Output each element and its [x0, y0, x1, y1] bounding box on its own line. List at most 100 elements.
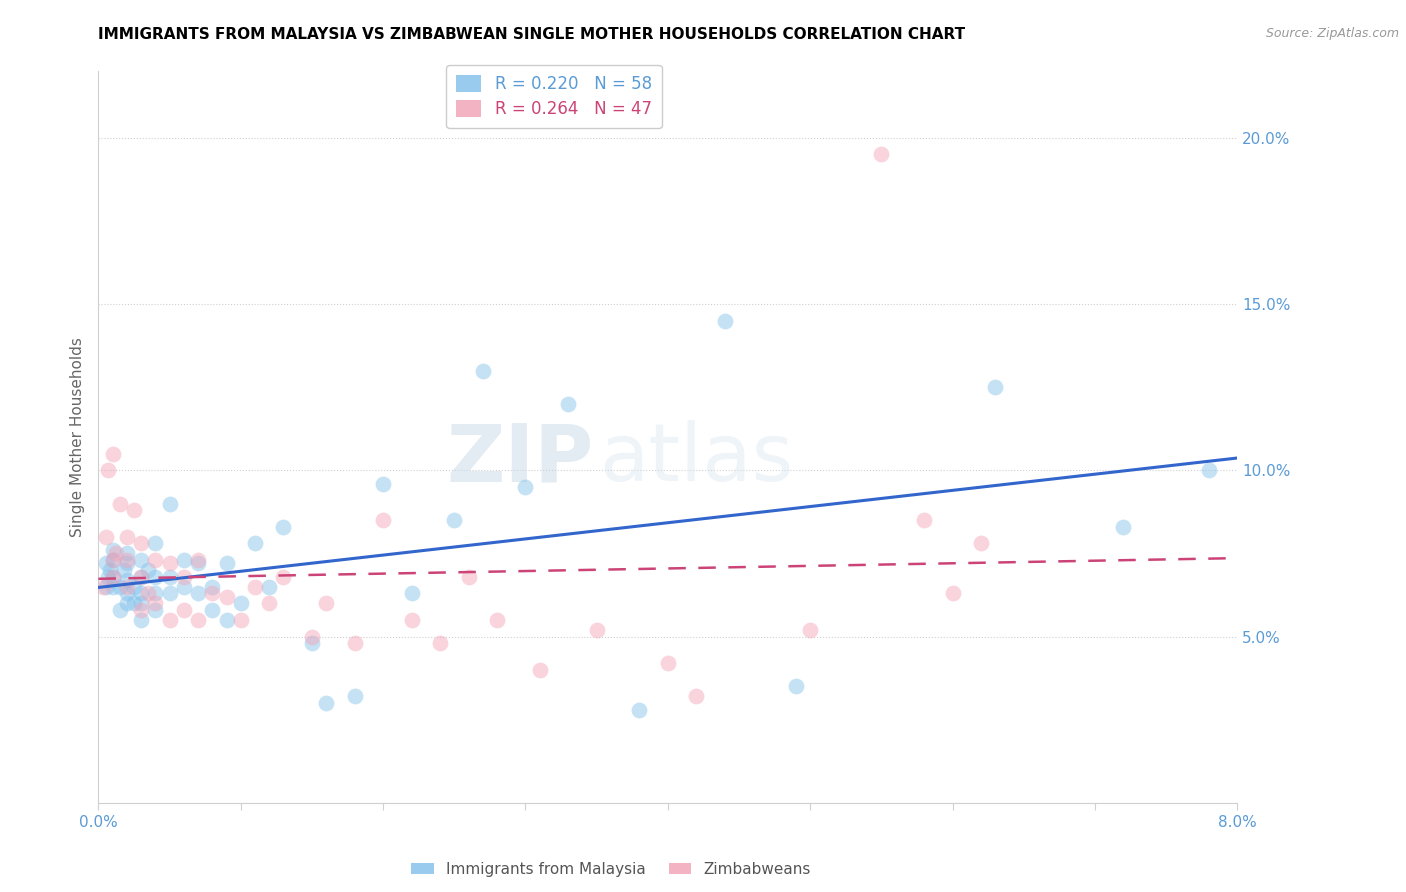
Point: [187, 586, 209, 600]
Point: [159, 570, 181, 584]
Point: [97, 463, 120, 477]
Point: [101, 447, 124, 461]
Point: [97, 570, 120, 584]
Point: [229, 613, 252, 627]
Point: [870, 147, 893, 161]
Point: [136, 563, 159, 577]
Point: [159, 557, 181, 571]
Point: [215, 590, 238, 604]
Point: [657, 656, 679, 670]
Point: [108, 603, 131, 617]
Point: [159, 586, 181, 600]
Point: [101, 580, 124, 594]
Point: [101, 543, 124, 558]
Point: [129, 570, 152, 584]
Point: [94, 580, 117, 594]
Point: [145, 570, 167, 584]
Point: [145, 553, 167, 567]
Point: [112, 563, 135, 577]
Point: [122, 503, 145, 517]
Point: [145, 596, 167, 610]
Point: [343, 690, 366, 704]
Point: [273, 570, 295, 584]
Point: [471, 363, 494, 377]
Point: [159, 613, 181, 627]
Point: [101, 570, 124, 584]
Point: [129, 613, 152, 627]
Point: [301, 636, 323, 650]
Point: [1112, 520, 1135, 534]
Point: [215, 613, 238, 627]
Point: [429, 636, 451, 650]
Point: [115, 573, 138, 587]
Point: [585, 623, 607, 637]
Point: [187, 613, 209, 627]
Point: [129, 603, 152, 617]
Point: [115, 553, 138, 567]
Point: [942, 586, 965, 600]
Point: [243, 580, 266, 594]
Point: [101, 553, 124, 567]
Point: [122, 580, 145, 594]
Point: [115, 596, 138, 610]
Point: [401, 586, 423, 600]
Point: [104, 546, 127, 560]
Point: [145, 603, 167, 617]
Point: [115, 546, 138, 560]
Point: [159, 497, 181, 511]
Point: [401, 613, 423, 627]
Point: [173, 603, 195, 617]
Point: [129, 570, 152, 584]
Point: [115, 586, 138, 600]
Point: [301, 630, 323, 644]
Point: [101, 570, 124, 584]
Point: [443, 513, 465, 527]
Point: [115, 530, 138, 544]
Point: [685, 690, 707, 704]
Point: [136, 586, 159, 600]
Point: [912, 513, 935, 527]
Point: [371, 513, 394, 527]
Point: [984, 380, 1007, 394]
Text: ZIP: ZIP: [447, 420, 593, 498]
Point: [94, 530, 117, 544]
Point: [108, 497, 131, 511]
Point: [201, 586, 224, 600]
Point: [273, 520, 295, 534]
Point: [129, 553, 152, 567]
Point: [515, 480, 537, 494]
Point: [129, 586, 152, 600]
Point: [98, 563, 121, 577]
Point: [243, 536, 266, 550]
Point: [201, 580, 224, 594]
Point: [457, 570, 479, 584]
Point: [122, 596, 145, 610]
Point: [714, 314, 737, 328]
Point: [799, 623, 821, 637]
Point: [108, 580, 131, 594]
Point: [187, 557, 209, 571]
Point: [785, 680, 807, 694]
Point: [1198, 463, 1220, 477]
Point: [315, 696, 337, 710]
Point: [343, 636, 366, 650]
Point: [129, 536, 152, 550]
Point: [259, 580, 281, 594]
Point: [94, 557, 117, 571]
Point: [486, 613, 509, 627]
Point: [129, 596, 152, 610]
Point: [371, 476, 394, 491]
Legend: Immigrants from Malaysia, Zimbabweans: Immigrants from Malaysia, Zimbabweans: [405, 855, 817, 883]
Point: [557, 397, 579, 411]
Point: [315, 596, 337, 610]
Point: [259, 596, 281, 610]
Y-axis label: Single Mother Households: Single Mother Households: [69, 337, 84, 537]
Text: Source: ZipAtlas.com: Source: ZipAtlas.com: [1265, 27, 1399, 40]
Point: [628, 703, 651, 717]
Point: [115, 580, 138, 594]
Point: [173, 553, 195, 567]
Point: [187, 553, 209, 567]
Point: [529, 663, 551, 677]
Point: [201, 603, 224, 617]
Point: [145, 536, 167, 550]
